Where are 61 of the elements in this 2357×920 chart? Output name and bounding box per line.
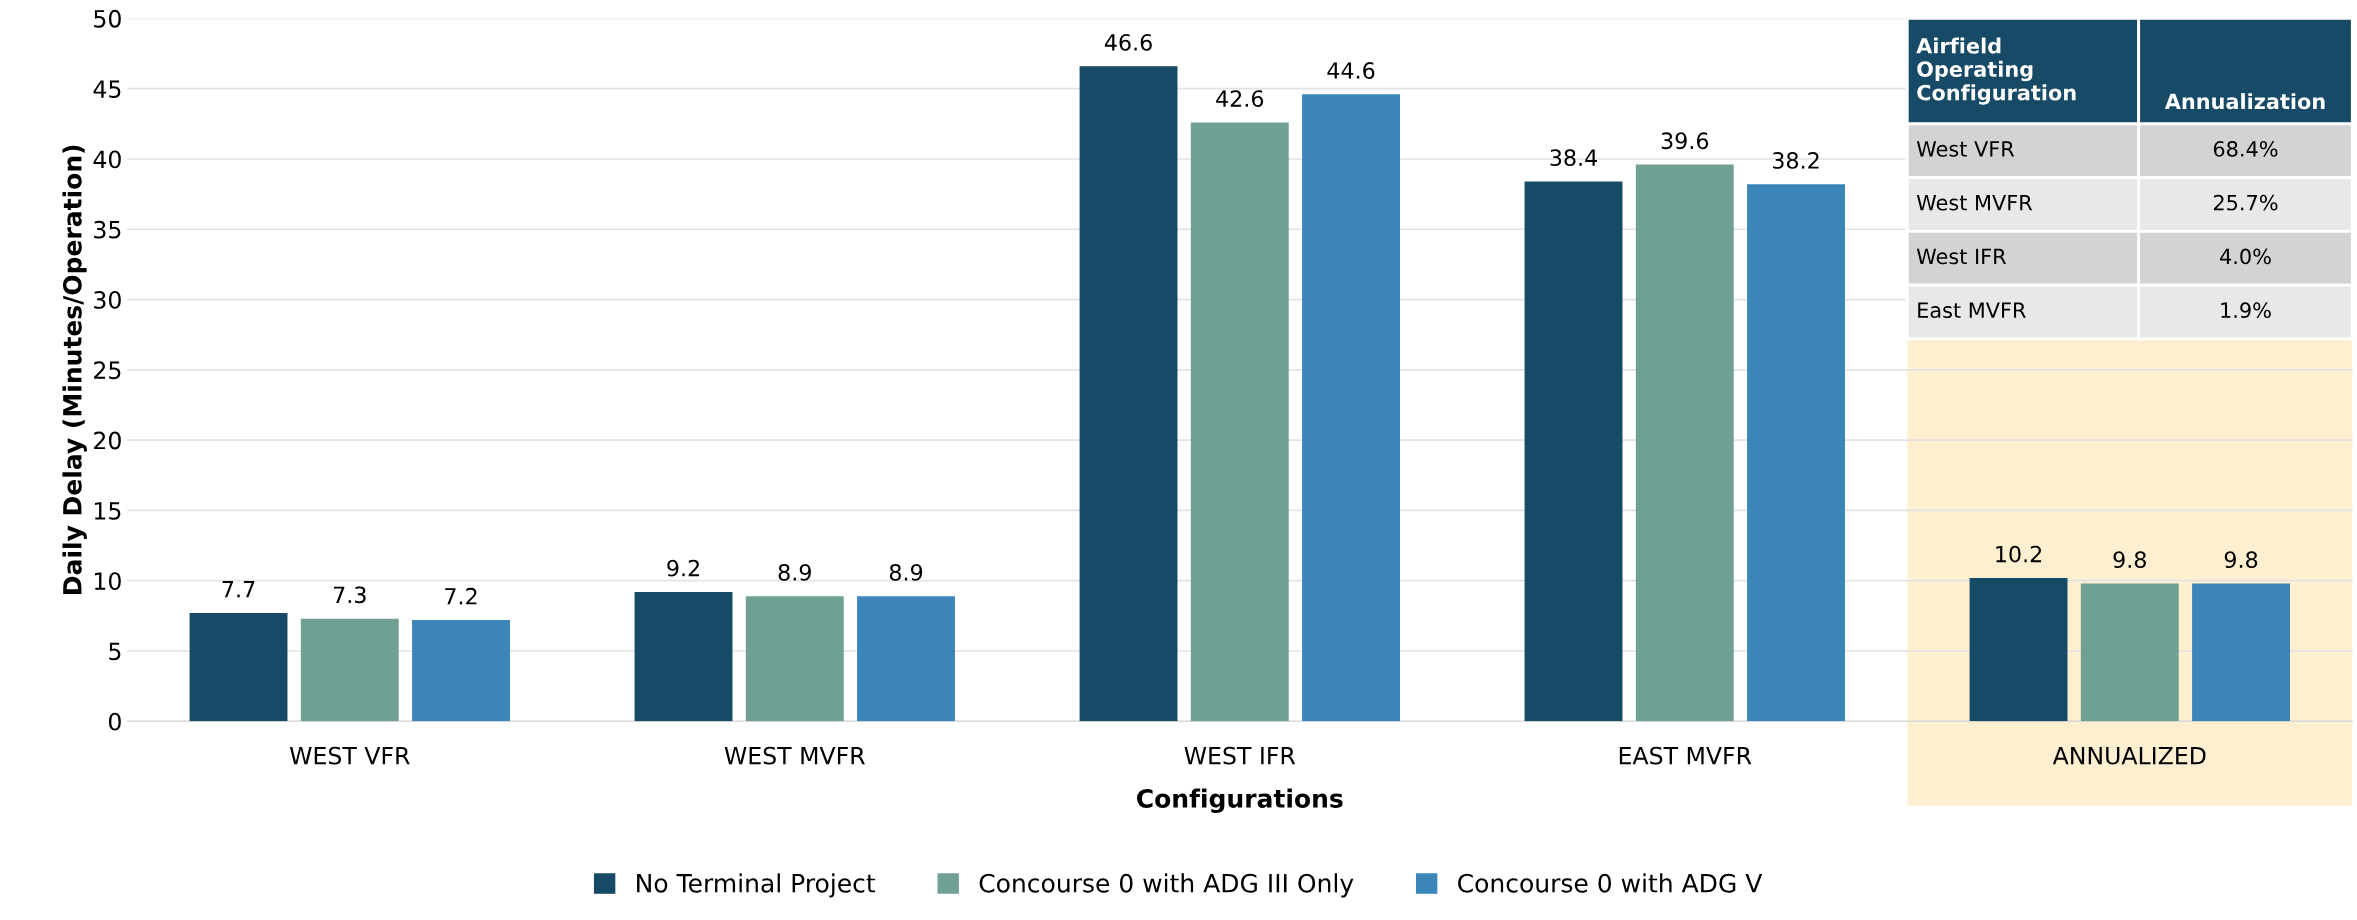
x-tick-label: ANNUALIZED (2052, 747, 2206, 765)
data-label: 7.2 (445, 587, 477, 605)
bar (1190, 122, 1289, 722)
bar (2080, 583, 2179, 722)
annotation: East MVFR (1918, 302, 2026, 319)
bar (1079, 66, 1178, 722)
annotation: 68.4% (2213, 141, 2278, 157)
y-tick-label: 15 (94, 502, 121, 520)
data-label: 9.2 (667, 559, 699, 577)
annotation: 1.9% (2221, 302, 2271, 319)
annotation: Airfield Operating Configuration (1916, 37, 2076, 105)
x-tick-label: WEST IFR (1184, 746, 1296, 765)
data-label: 44.6 (1327, 62, 1375, 79)
bar (634, 591, 733, 722)
x-tick-label: EAST MVFR (1619, 746, 1752, 765)
y-tick-label: 25 (94, 361, 121, 380)
y-tick-label: 10 (94, 572, 121, 591)
data-label: 7.7 (222, 581, 255, 598)
bar (745, 596, 844, 722)
bar (300, 618, 399, 722)
data-label: 38.4 (1550, 149, 1598, 167)
bar (1302, 94, 1400, 722)
y-tick-label: 35 (94, 220, 121, 239)
y-tick-label: 5 (109, 642, 121, 661)
y-tick-label: 0 (108, 712, 121, 731)
y-tick-label: 40 (93, 150, 121, 169)
annotation: West IFR (1916, 248, 2007, 265)
legend-label: Concourse 0 with ADG V (1458, 873, 1763, 893)
bar (412, 620, 510, 722)
data-label: 46.6 (1104, 33, 1152, 51)
data-label: 9.8 (2113, 551, 2146, 569)
annotation: 4.0% (2220, 248, 2271, 265)
y-tick-label: 20 (94, 431, 121, 450)
data-label: 10.2 (1996, 545, 2042, 563)
data-label: 42.6 (1216, 90, 1264, 108)
y-tick-label: 50 (94, 9, 121, 28)
annotation: 25.7% (2213, 194, 2278, 211)
annotation: West VFR (1916, 141, 2015, 157)
x-tick-label: WEST VFR (289, 746, 410, 765)
bar (1969, 577, 2068, 722)
data-label: 7.3 (333, 586, 366, 604)
y-axis-title: Daily Delay (Minutes/Operation) (62, 145, 87, 594)
bar (1635, 164, 1734, 722)
data-label: 39.6 (1661, 132, 1709, 150)
data-label: 8.9 (778, 563, 811, 581)
x-axis-title: Configurations (1137, 788, 1343, 813)
data-label: 8.9 (889, 563, 923, 581)
annotation: Annualization (2164, 93, 2325, 110)
bar (1747, 184, 1845, 722)
legend-label: No Terminal Project (637, 873, 876, 898)
annotation: West MVFR (1916, 195, 2033, 211)
bar (189, 613, 288, 722)
bar (1524, 181, 1623, 722)
data-label: 9.8 (2224, 551, 2258, 569)
bar (2192, 583, 2290, 722)
y-tick-label: 45 (93, 80, 121, 98)
bar (857, 596, 955, 722)
data-label: 38.2 (1772, 152, 1819, 169)
legend-label: Concourse 0 with ADG III Only (979, 873, 1354, 898)
x-tick-label: WEST MVFR (724, 746, 865, 765)
y-tick-label: 30 (94, 291, 121, 309)
